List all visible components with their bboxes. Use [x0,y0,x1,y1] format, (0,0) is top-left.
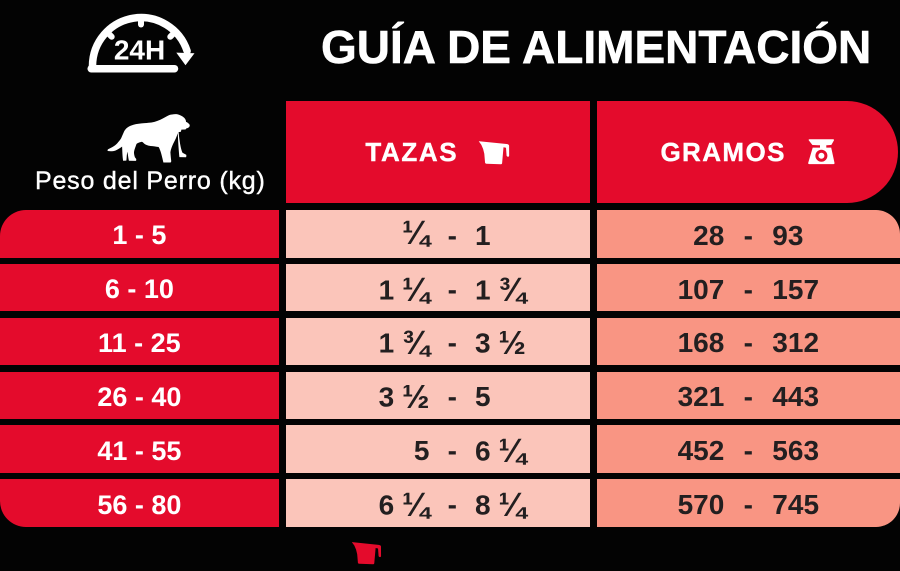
svg-text:24H: 24H [114,35,165,66]
